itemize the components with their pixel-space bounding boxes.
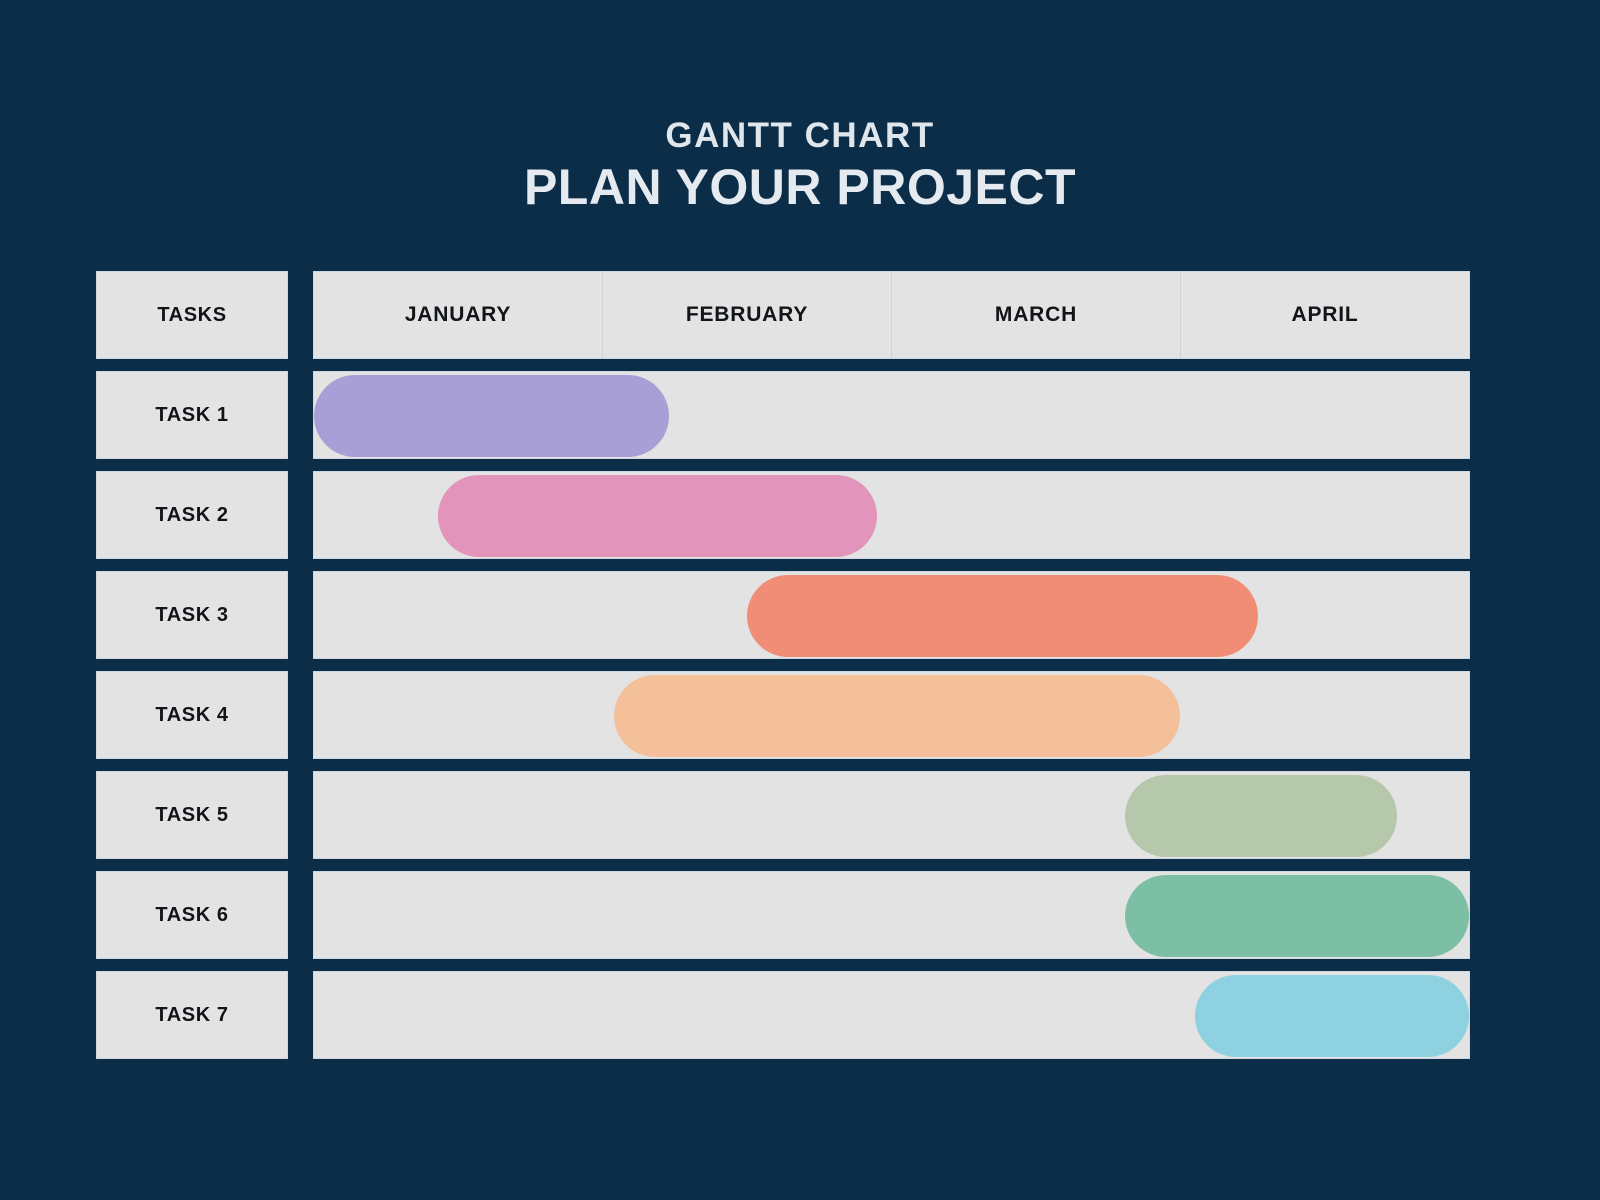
column-gap <box>288 471 313 559</box>
timeline-track-7[interactable] <box>313 971 1470 1059</box>
task-label: TASK 6 <box>155 903 229 926</box>
gantt-bar-task-6[interactable] <box>1125 875 1469 957</box>
task-label-cell-6[interactable]: TASK 6 <box>96 871 288 959</box>
column-gap <box>288 371 313 459</box>
column-gap <box>288 571 313 659</box>
month-column-march: MARCH <box>892 272 1181 358</box>
task-label: TASK 4 <box>155 703 229 726</box>
month-label: MARCH <box>994 303 1078 326</box>
month-label: FEBRUARY <box>685 303 809 326</box>
timeline-track-1[interactable] <box>313 371 1470 459</box>
page-title: PLAN YOUR PROJECT <box>523 159 1077 215</box>
timeline-track-3[interactable] <box>313 571 1470 659</box>
column-gap <box>288 971 313 1059</box>
table-row: TASK 5 <box>96 771 1470 859</box>
gantt-bar-task-1[interactable] <box>314 375 670 457</box>
chart-header-row: TASKS JANUARY FEBRUARY MARCH APRIL <box>96 271 1470 359</box>
column-gap <box>288 271 313 359</box>
task-label: TASK 1 <box>155 403 229 426</box>
month-label: APRIL <box>1291 303 1359 326</box>
timeline-track-4[interactable] <box>313 671 1470 759</box>
timeline-track-2[interactable] <box>313 471 1470 559</box>
task-label-cell-2[interactable]: TASK 2 <box>96 471 288 559</box>
gantt-bar-task-4[interactable] <box>614 675 1181 757</box>
table-row: TASK 3 <box>96 571 1470 659</box>
month-column-april: APRIL <box>1181 272 1469 358</box>
column-gap <box>288 671 313 759</box>
table-row: TASK 7 <box>96 971 1470 1059</box>
task-label-cell-7[interactable]: TASK 7 <box>96 971 288 1059</box>
month-column-february: FEBRUARY <box>603 272 892 358</box>
task-label: TASK 7 <box>155 1003 229 1026</box>
table-row: TASK 2 <box>96 471 1470 559</box>
tasks-column-header: TASKS <box>96 271 288 359</box>
title-block: GANTT CHART PLAN YOUR PROJECT <box>0 118 1600 212</box>
tasks-column-header-label: TASKS <box>157 303 227 326</box>
timeline-track-5[interactable] <box>313 771 1470 859</box>
timeline-track-6[interactable] <box>313 871 1470 959</box>
task-label: TASK 2 <box>155 503 229 526</box>
gantt-chart-grid: TASKS JANUARY FEBRUARY MARCH APRIL TASK 1 TA… <box>96 271 1470 1060</box>
task-label-cell-4[interactable]: TASK 4 <box>96 671 288 759</box>
task-label: TASK 3 <box>155 603 229 626</box>
task-label-cell-1[interactable]: TASK 1 <box>96 371 288 459</box>
gantt-bar-task-3[interactable] <box>747 575 1259 657</box>
column-gap <box>288 871 313 959</box>
column-gap <box>288 771 313 859</box>
month-columns: JANUARY FEBRUARY MARCH APRIL <box>314 272 1469 358</box>
task-label: TASK 5 <box>155 803 229 826</box>
month-label: JANUARY <box>404 303 512 326</box>
gantt-bar-task-7[interactable] <box>1194 975 1469 1057</box>
gantt-bar-task-5[interactable] <box>1125 775 1397 857</box>
table-row: TASK 1 <box>96 371 1470 459</box>
table-row: TASK 4 <box>96 671 1470 759</box>
task-label-cell-5[interactable]: TASK 5 <box>96 771 288 859</box>
month-column-january: JANUARY <box>314 272 603 358</box>
timeline-header: JANUARY FEBRUARY MARCH APRIL <box>313 271 1470 359</box>
chart-kicker: GANTT CHART <box>665 116 935 155</box>
table-row: TASK 6 <box>96 871 1470 959</box>
gantt-bar-task-2[interactable] <box>438 475 878 557</box>
task-label-cell-3[interactable]: TASK 3 <box>96 571 288 659</box>
